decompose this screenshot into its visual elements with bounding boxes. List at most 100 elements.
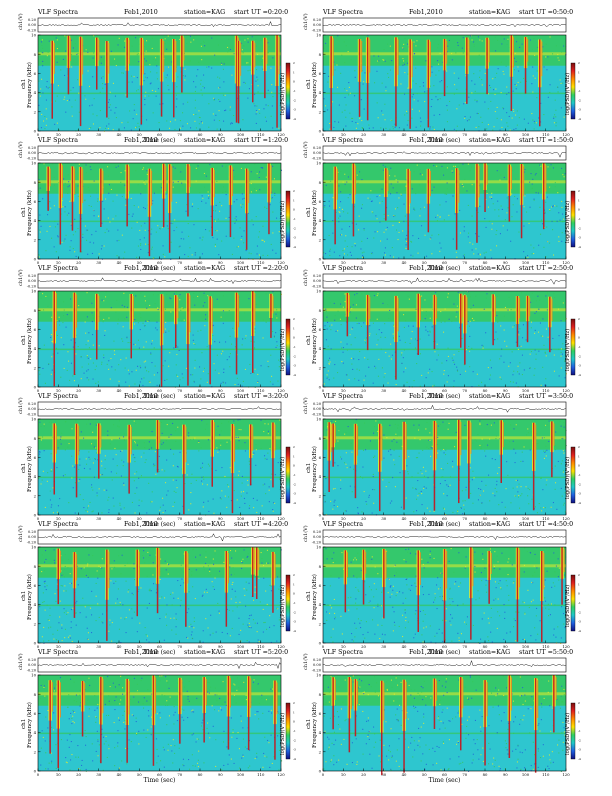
wave-tick-label: 0.00 xyxy=(28,407,37,411)
noise-speck xyxy=(345,301,346,302)
noise-speck xyxy=(159,471,160,472)
noise-speck xyxy=(249,626,250,627)
noise-speck xyxy=(207,295,208,296)
noise-speck xyxy=(507,230,508,231)
noise-speck xyxy=(377,102,378,103)
freq-axis-label: Frequency (kHz) xyxy=(26,190,33,236)
noise-speck xyxy=(351,562,352,563)
noise-speck xyxy=(337,372,338,373)
noise-speck xyxy=(361,326,362,327)
noise-speck xyxy=(349,379,350,380)
noise-speck xyxy=(348,176,349,177)
noise-speck xyxy=(455,581,456,582)
noise-speck xyxy=(157,225,158,226)
noise-speck xyxy=(67,447,68,448)
noise-speck xyxy=(329,364,330,365)
noise-speck xyxy=(546,455,547,456)
noise-speck xyxy=(471,348,472,349)
noise-speck xyxy=(510,561,511,562)
noise-speck xyxy=(124,41,125,42)
burst-edge xyxy=(369,39,370,72)
noise-speck xyxy=(459,210,460,211)
noise-speck xyxy=(103,300,104,301)
noise-speck xyxy=(231,344,232,345)
noise-speck xyxy=(96,425,97,426)
noise-speck xyxy=(347,350,348,351)
noise-speck xyxy=(204,87,205,88)
noise-speck xyxy=(506,488,507,489)
noise-speck xyxy=(365,342,366,343)
burst-edge xyxy=(479,166,480,198)
noise-speck xyxy=(412,188,413,189)
noise-speck xyxy=(394,622,395,623)
noise-speck xyxy=(478,590,479,591)
noise-speck xyxy=(506,461,507,462)
noise-speck xyxy=(513,441,514,442)
noise-speck xyxy=(436,166,437,167)
noise-speck xyxy=(182,475,183,476)
noise-speck xyxy=(163,365,164,366)
noise-speck xyxy=(406,578,407,579)
noise-speck xyxy=(406,498,407,499)
noise-speck xyxy=(439,217,440,218)
noise-speck xyxy=(77,228,78,229)
noise-speck xyxy=(203,479,204,480)
noise-speck xyxy=(81,356,82,357)
noise-speck xyxy=(204,302,205,303)
noise-speck xyxy=(415,348,416,349)
noise-speck xyxy=(548,441,549,442)
noise-speck xyxy=(133,118,134,119)
time-tick-label: 40 xyxy=(117,132,122,137)
noise-speck xyxy=(421,225,422,226)
noise-speck xyxy=(336,65,337,66)
colorbar-tick-label: 1 xyxy=(578,326,580,330)
noise-speck xyxy=(173,166,174,167)
noise-speck xyxy=(454,364,455,365)
noise-speck xyxy=(246,62,247,63)
noise-speck xyxy=(504,341,505,342)
noise-speck xyxy=(233,238,234,239)
noise-speck xyxy=(469,326,470,327)
noise-speck xyxy=(451,321,452,322)
noise-speck xyxy=(212,237,213,238)
noise-speck xyxy=(461,508,462,509)
noise-speck xyxy=(39,215,40,216)
colorbar xyxy=(571,191,575,247)
noise-speck xyxy=(470,321,471,322)
noise-speck xyxy=(400,340,401,341)
noise-speck xyxy=(514,69,515,70)
noise-speck xyxy=(484,450,485,451)
noise-speck xyxy=(251,627,252,628)
time-tick-label: 70 xyxy=(462,260,467,265)
noise-speck xyxy=(219,87,220,88)
noise-speck xyxy=(249,181,250,182)
noise-speck xyxy=(519,484,520,485)
noise-speck xyxy=(166,49,167,50)
noise-speck xyxy=(195,100,196,101)
noise-speck xyxy=(171,223,172,224)
noise-speck xyxy=(76,625,77,626)
noise-speck xyxy=(92,253,93,254)
colorbar-label: log(PSD)(V²/Hz) xyxy=(279,457,286,499)
burst-edge xyxy=(355,165,356,194)
noise-speck xyxy=(546,44,547,45)
noise-speck xyxy=(513,582,514,583)
noise-speck xyxy=(70,298,71,299)
noise-speck xyxy=(334,364,335,365)
noise-speck xyxy=(531,601,532,602)
noise-speck xyxy=(50,627,51,628)
noise-speck xyxy=(406,235,407,236)
noise-speck xyxy=(181,569,182,570)
noise-speck xyxy=(160,507,161,508)
noise-speck xyxy=(180,379,181,380)
noise-speck xyxy=(255,369,256,370)
noise-speck xyxy=(446,201,447,202)
noise-speck xyxy=(118,364,119,365)
noise-speck xyxy=(559,307,560,308)
noise-speck xyxy=(558,309,559,310)
noise-speck xyxy=(263,255,264,256)
noise-speck xyxy=(72,466,73,467)
noise-speck xyxy=(458,45,459,46)
noise-speck xyxy=(136,487,137,488)
noise-speck xyxy=(177,487,178,488)
